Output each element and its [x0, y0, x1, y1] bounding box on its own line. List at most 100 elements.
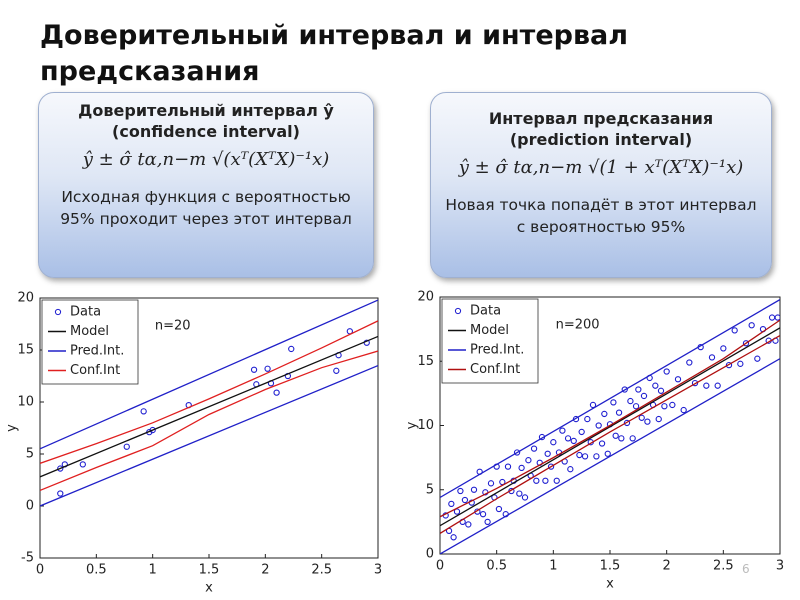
formula: ŷ ± σ̂ tα,n−m √(1 + xᵀ(XᵀX)⁻¹x) — [458, 157, 744, 178]
info-box: Доверительный интервал ŷ (confidence int… — [38, 92, 374, 278]
x-tick-label: 1.5 — [600, 559, 621, 574]
data-point — [453, 508, 461, 515]
x-tick-label: 0 — [436, 559, 444, 574]
x-tick-label: 2 — [663, 559, 671, 574]
chart: 0 0.5 1 1.5 2 2.5 3 0 5 10 15 20 x y Data Model Pred.Int… — [405, 290, 785, 592]
data-point — [123, 443, 130, 450]
data-point — [661, 403, 668, 410]
data-point — [584, 415, 591, 423]
data-point — [601, 410, 608, 418]
data-point — [530, 445, 538, 452]
data-point — [627, 397, 634, 405]
y-tick-label: 0 — [26, 499, 34, 514]
data-point — [273, 389, 280, 396]
interval-line — [40, 364, 378, 507]
data-point — [669, 401, 676, 409]
info-box: Интервал предсказания (prediction interv… — [430, 92, 772, 278]
x-tick-label: 2 — [261, 563, 269, 578]
y-axis-label: y — [405, 421, 420, 429]
data-point — [674, 376, 682, 383]
x-tick-label: 0 — [36, 563, 44, 578]
data-point — [516, 490, 523, 497]
interval-line — [40, 320, 378, 464]
data-point — [513, 449, 521, 456]
annotation: n=200 — [556, 318, 600, 333]
data-point — [644, 418, 651, 425]
y-tick-label: 20 — [17, 291, 34, 306]
data-point — [652, 382, 659, 389]
data-point — [708, 354, 716, 361]
data-point — [550, 439, 557, 446]
plot-marks — [40, 299, 378, 507]
data-point — [632, 403, 640, 410]
data-point — [612, 432, 619, 439]
y-tick-label: 10 — [417, 418, 434, 433]
data-point — [629, 435, 636, 442]
data-point — [640, 392, 648, 400]
data-point — [623, 419, 631, 427]
legend-label: Model — [70, 324, 109, 339]
y-tick-label: 0 — [426, 547, 434, 562]
y-tick-label: 15 — [17, 343, 34, 358]
interval-line — [440, 319, 780, 518]
interval-line — [440, 299, 780, 499]
interval-line — [40, 350, 378, 492]
formula: ŷ ± σ̂ tα,n−m √(xᵀ(XᵀX)⁻¹x) — [82, 149, 330, 170]
plot-marks — [440, 299, 780, 554]
data-point — [663, 368, 670, 375]
data-point — [731, 327, 738, 334]
model-line — [40, 335, 378, 478]
data-point — [525, 457, 532, 464]
y-axis-label: y — [5, 424, 20, 432]
legend-label: Pred.Int. — [470, 343, 524, 358]
slide-title: Доверительный интервал и интервал предск… — [40, 20, 629, 87]
data-point — [567, 466, 574, 473]
data-point — [504, 463, 512, 470]
data-point — [79, 461, 86, 468]
legend-label: Data — [470, 304, 501, 319]
data-point — [703, 382, 710, 389]
data-point — [470, 486, 478, 493]
data-point — [559, 427, 566, 434]
data-point — [774, 314, 780, 321]
y-tick-label: 5 — [426, 482, 434, 497]
data-point — [487, 480, 495, 487]
x-tick-label: 2.5 — [713, 559, 734, 574]
data-point — [680, 406, 687, 414]
x-tick-label: 1 — [149, 563, 157, 578]
interval-line — [40, 299, 378, 450]
data-point — [581, 453, 589, 460]
data-point — [564, 435, 572, 442]
y-tick-label: -5 — [21, 551, 34, 566]
data-point — [461, 496, 469, 504]
data-point — [333, 367, 340, 374]
y-tick-label: 15 — [417, 354, 434, 369]
box-subtitle: (prediction interval) — [509, 130, 693, 149]
data-point — [691, 379, 699, 387]
data-point — [457, 487, 464, 495]
data-point — [610, 399, 617, 406]
data-point — [589, 401, 597, 409]
y-tick-label: 5 — [26, 447, 34, 462]
legend-label: Data — [70, 305, 101, 320]
data-point — [547, 463, 555, 470]
data-point — [250, 366, 258, 373]
data-point — [748, 322, 755, 329]
x-tick-label: 1 — [549, 559, 557, 574]
data-point — [140, 408, 147, 415]
x-tick-label: 3 — [776, 559, 784, 574]
box-text: Исходная функция с вероятностью 95% прох… — [60, 188, 352, 228]
data-point — [149, 426, 156, 434]
data-point — [533, 477, 540, 484]
x-axis-label: x — [205, 581, 213, 596]
data-point — [479, 511, 487, 518]
data-point — [544, 450, 551, 457]
x-tick-label: 0.5 — [486, 559, 507, 574]
model-line — [440, 327, 780, 527]
box-title: Доверительный интервал ŷ — [78, 101, 334, 120]
chart: 0 0.5 1 1.5 2 2.5 3-505101520xyDataModelPred.I… — [5, 291, 383, 596]
data-point — [57, 490, 64, 497]
data-point — [714, 382, 721, 389]
data-point — [499, 478, 506, 486]
